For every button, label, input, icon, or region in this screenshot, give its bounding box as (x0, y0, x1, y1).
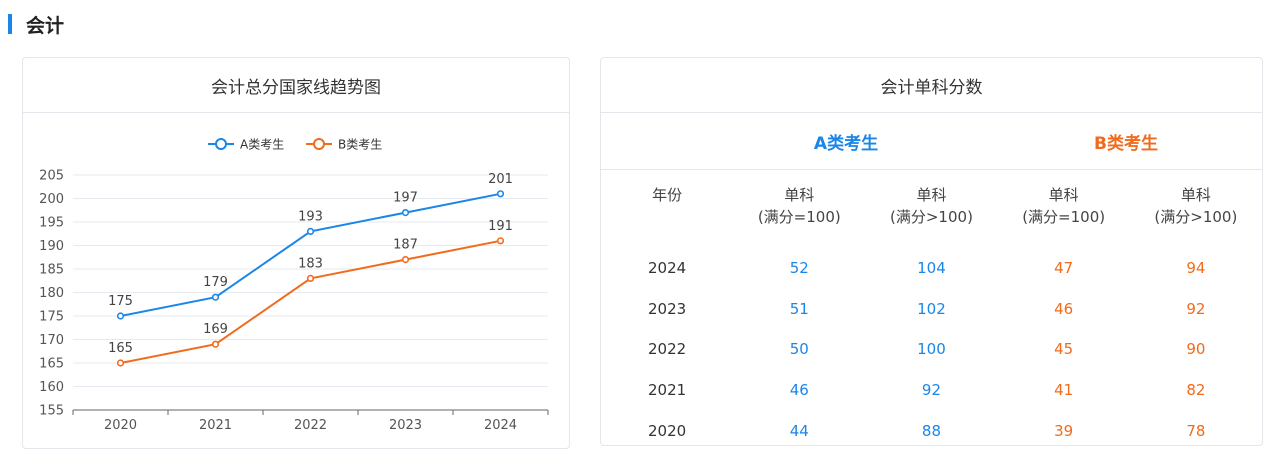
group-a-label: A类考生 (813, 133, 879, 154)
section-accent-bar (8, 14, 12, 34)
x-tick-label: 2021 (199, 418, 232, 433)
data-point (211, 340, 220, 348)
table-row: 2024 52 104 47 94 (601, 248, 1262, 289)
cell-a-single-100: 52 (789, 259, 809, 278)
single-subject-score-card: 会计单科分数 A类考生 B类考生 年份 单科 (满分=100) 单科 (满分>100… (600, 57, 1263, 446)
chart-card-title: 会计总分国家线趋势图 (23, 58, 569, 113)
single-subject-score-table: 年份 单科 (满分=100) 单科 (满分>100) 单科 (满分=100) 单科 (满… (601, 170, 1262, 445)
header-b-single-100: 单科 (满分=100) (1022, 186, 1106, 226)
table-row: 2020 44 88 39 78 (601, 410, 1262, 445)
data-label: 175 (108, 294, 133, 309)
y-tick-label: 185 (39, 263, 64, 278)
y-tick-label: 190 (39, 239, 64, 254)
cell-b-single-gt100: 92 (1186, 299, 1206, 318)
legend-marker (215, 138, 227, 150)
data-point (116, 359, 125, 367)
data-label: 193 (298, 209, 323, 224)
data-point (496, 190, 505, 198)
data-point (211, 293, 220, 301)
data-label: 165 (108, 341, 133, 356)
x-tick-label: 2020 (104, 418, 137, 433)
data-label: 179 (203, 275, 228, 290)
y-tick-label: 165 (39, 357, 64, 372)
data-point (306, 227, 315, 235)
cell-b-single-100: 39 (1054, 421, 1074, 440)
cell-b-single-100: 46 (1054, 299, 1074, 318)
data-point (496, 237, 505, 245)
legend-label: A类考生 (240, 138, 284, 152)
cell-b-single-100: 45 (1054, 340, 1074, 359)
cell-year: 2020 (648, 421, 687, 440)
x-tick-label: 2024 (484, 418, 517, 433)
legend-label: B类考生 (338, 138, 382, 152)
cell-a-single-gt100: 92 (921, 381, 942, 400)
cell-year: 2022 (648, 340, 687, 359)
data-label: 197 (393, 191, 418, 206)
header-b-single-gt100: 单科 (满分>100) (1154, 186, 1238, 226)
cell-a-single-gt100: 102 (917, 299, 946, 318)
data-point (401, 256, 410, 264)
section-header: 会计 (8, 10, 64, 38)
cell-b-single-gt100: 78 (1186, 421, 1206, 440)
cell-b-single-gt100: 94 (1186, 259, 1206, 278)
trend-chart-card: 会计总分国家线趋势图 155 160 165 170 175 180 185 190 195 20… (22, 57, 570, 449)
y-tick-label: 180 (39, 286, 64, 301)
header-year: 年份 (652, 186, 683, 204)
cell-a-single-100: 51 (789, 299, 809, 318)
candidate-group-row: A类考生 B类考生 (601, 113, 1262, 170)
y-tick-label: 200 (39, 192, 64, 207)
y-tick-label: 175 (39, 310, 64, 325)
table-card-title: 会计单科分数 (601, 58, 1262, 113)
table-row: 2023 51 102 46 92 (601, 289, 1262, 330)
data-label: 191 (488, 219, 513, 234)
cell-year: 2024 (648, 259, 687, 278)
cell-b-single-100: 47 (1054, 259, 1074, 278)
trend-line-chart: 155 160 165 170 175 180 185 190 195 200 205 2020 202… (39, 138, 549, 433)
y-tick-label: 195 (39, 216, 64, 231)
cell-year: 2021 (648, 381, 687, 400)
cell-b-single-100: 41 (1054, 381, 1074, 400)
header-a-single-gt100: 单科 (满分>100) (890, 186, 973, 226)
cell-year: 2023 (648, 299, 687, 318)
data-label: 201 (488, 172, 513, 187)
data-point (306, 274, 315, 282)
x-tick-label: 2023 (389, 418, 422, 433)
data-label: 183 (298, 256, 323, 271)
data-label: 187 (393, 238, 418, 253)
legend-marker (313, 138, 325, 150)
table-header-row: 年份 单科 (满分=100) 单科 (满分>100) 单科 (满分=100) 单科 (满… (601, 170, 1262, 248)
x-tick-label: 2022 (294, 418, 327, 433)
cell-a-single-100: 44 (789, 421, 809, 440)
cell-b-single-gt100: 82 (1186, 381, 1206, 400)
y-tick-label: 155 (39, 404, 64, 419)
cell-a-single-100: 46 (789, 381, 809, 400)
cell-a-single-100: 50 (789, 340, 809, 359)
section-title: 会计 (26, 14, 65, 37)
header-a-single-100: 单科 (满分=100) (757, 186, 841, 226)
table-row: 2022 50 100 45 90 (601, 329, 1262, 370)
data-point (401, 208, 410, 217)
cell-b-single-gt100: 90 (1186, 340, 1206, 359)
group-b-label: B类考生 (1094, 133, 1158, 154)
table-row: 2021 46 92 41 82 (601, 370, 1262, 411)
cell-a-single-gt100: 100 (917, 340, 946, 359)
y-tick-label: 160 (39, 380, 64, 395)
y-tick-label: 205 (39, 169, 64, 184)
y-tick-label: 170 (39, 333, 64, 348)
data-label: 169 (203, 322, 228, 337)
cell-a-single-gt100: 88 (921, 421, 942, 440)
cell-a-single-gt100: 104 (917, 259, 946, 278)
data-point (116, 312, 125, 320)
